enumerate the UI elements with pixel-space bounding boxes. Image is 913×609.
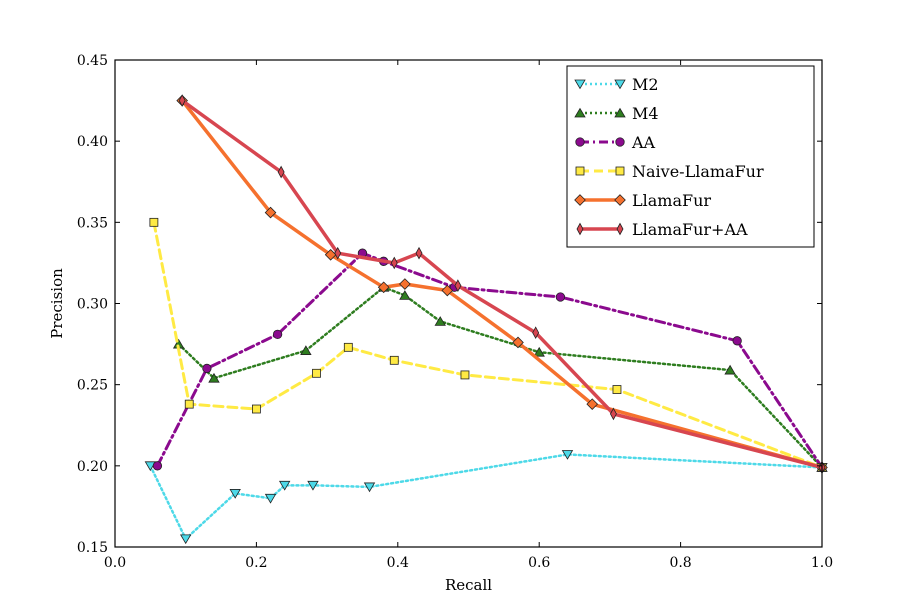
data-point (460, 370, 470, 380)
data-point (609, 407, 617, 421)
data-point (586, 398, 599, 410)
legend-marker (574, 79, 586, 90)
legend-label: AA (631, 133, 656, 152)
data-point (277, 165, 285, 179)
x-tick-label: 0.4 (387, 555, 409, 571)
legend-box (566, 65, 815, 248)
y-tick-label: 0.20 (77, 459, 108, 475)
x-tick-label: 1.0 (811, 555, 833, 571)
legend-item: M2 (574, 75, 659, 94)
x-axis-title: Recall (445, 576, 492, 594)
data-point (732, 336, 742, 346)
legend-marker (615, 137, 625, 147)
data-point (399, 278, 411, 290)
legend-item: M4 (574, 104, 659, 123)
data-point (390, 256, 398, 270)
y-tick-label: 0.25 (77, 378, 108, 394)
legend-marker (615, 166, 625, 176)
legend-label: M2 (632, 75, 659, 94)
legend-label: Naive-LlamaFur (632, 162, 764, 181)
data-point (343, 342, 353, 352)
data-point (307, 480, 319, 491)
series-llamafur (176, 94, 828, 474)
data-point (532, 326, 540, 340)
data-point (149, 217, 159, 227)
x-tick-label: 0.6 (528, 555, 550, 571)
data-point (202, 363, 212, 374)
data-point (454, 279, 462, 292)
legend-item: Naive-LlamaFur (575, 162, 764, 181)
legend-marker (576, 222, 584, 236)
legend-marker (614, 79, 626, 90)
data-point (278, 480, 291, 491)
legend: M2 M4 AA Naive-LlamaFur LlamaFur LlamaFur+AA (566, 65, 815, 248)
legend-item: AA (575, 133, 656, 152)
y-axis-title: Precision (48, 268, 66, 339)
data-point (415, 246, 423, 260)
data-point (184, 399, 194, 409)
legend-marker (575, 137, 585, 147)
y-tick-label: 0.35 (77, 215, 108, 231)
data-point (561, 450, 574, 460)
legend-marker (616, 222, 624, 236)
y-tick-label: 0.40 (77, 134, 108, 150)
legend-label: M4 (632, 104, 659, 123)
data-point (324, 248, 337, 261)
data-point (377, 281, 390, 294)
x-tick-label: 0.0 (104, 555, 126, 571)
legend-marker (574, 107, 586, 118)
data-point (178, 94, 186, 107)
data-point (441, 284, 454, 297)
tick-layer: 0.0 0.2 0.4 0.6 0.8 1.0 0.15 0.20 0.25 0.30 0.35 0.… (77, 53, 833, 571)
data-point (434, 316, 446, 326)
y-tick-label: 0.15 (77, 540, 108, 556)
data-point (272, 329, 283, 339)
legend-marker (614, 194, 626, 206)
series-layer (144, 94, 828, 545)
data-point (251, 404, 261, 414)
data-point (389, 355, 399, 365)
y-tick-label: 0.30 (77, 297, 108, 313)
data-point (180, 534, 192, 545)
legend-marker (575, 166, 585, 176)
data-point (724, 364, 736, 375)
x-tick-label: 0.2 (245, 555, 267, 571)
data-point (512, 336, 524, 349)
data-point (312, 368, 321, 378)
data-point (152, 461, 163, 471)
data-point (264, 493, 277, 504)
data-point (363, 482, 376, 493)
data-point (612, 385, 622, 394)
data-point (208, 372, 220, 383)
data-point (555, 292, 566, 302)
data-point (334, 246, 342, 260)
legend-item: LlamaFur+AA (576, 220, 748, 239)
y-tick-label: 0.45 (77, 53, 108, 69)
data-point (399, 290, 411, 300)
legend-label: LlamaFur (632, 191, 711, 210)
legend-marker (614, 107, 626, 118)
legend-marker (574, 194, 586, 206)
data-point (300, 345, 312, 355)
legend-label: LlamaFur+AA (632, 220, 748, 239)
data-point (229, 489, 241, 499)
data-point (264, 206, 277, 219)
series-llamafur-aa (178, 94, 826, 474)
x-tick-label: 0.8 (669, 555, 691, 571)
data-point (533, 346, 545, 357)
legend-item: LlamaFur (574, 191, 711, 210)
